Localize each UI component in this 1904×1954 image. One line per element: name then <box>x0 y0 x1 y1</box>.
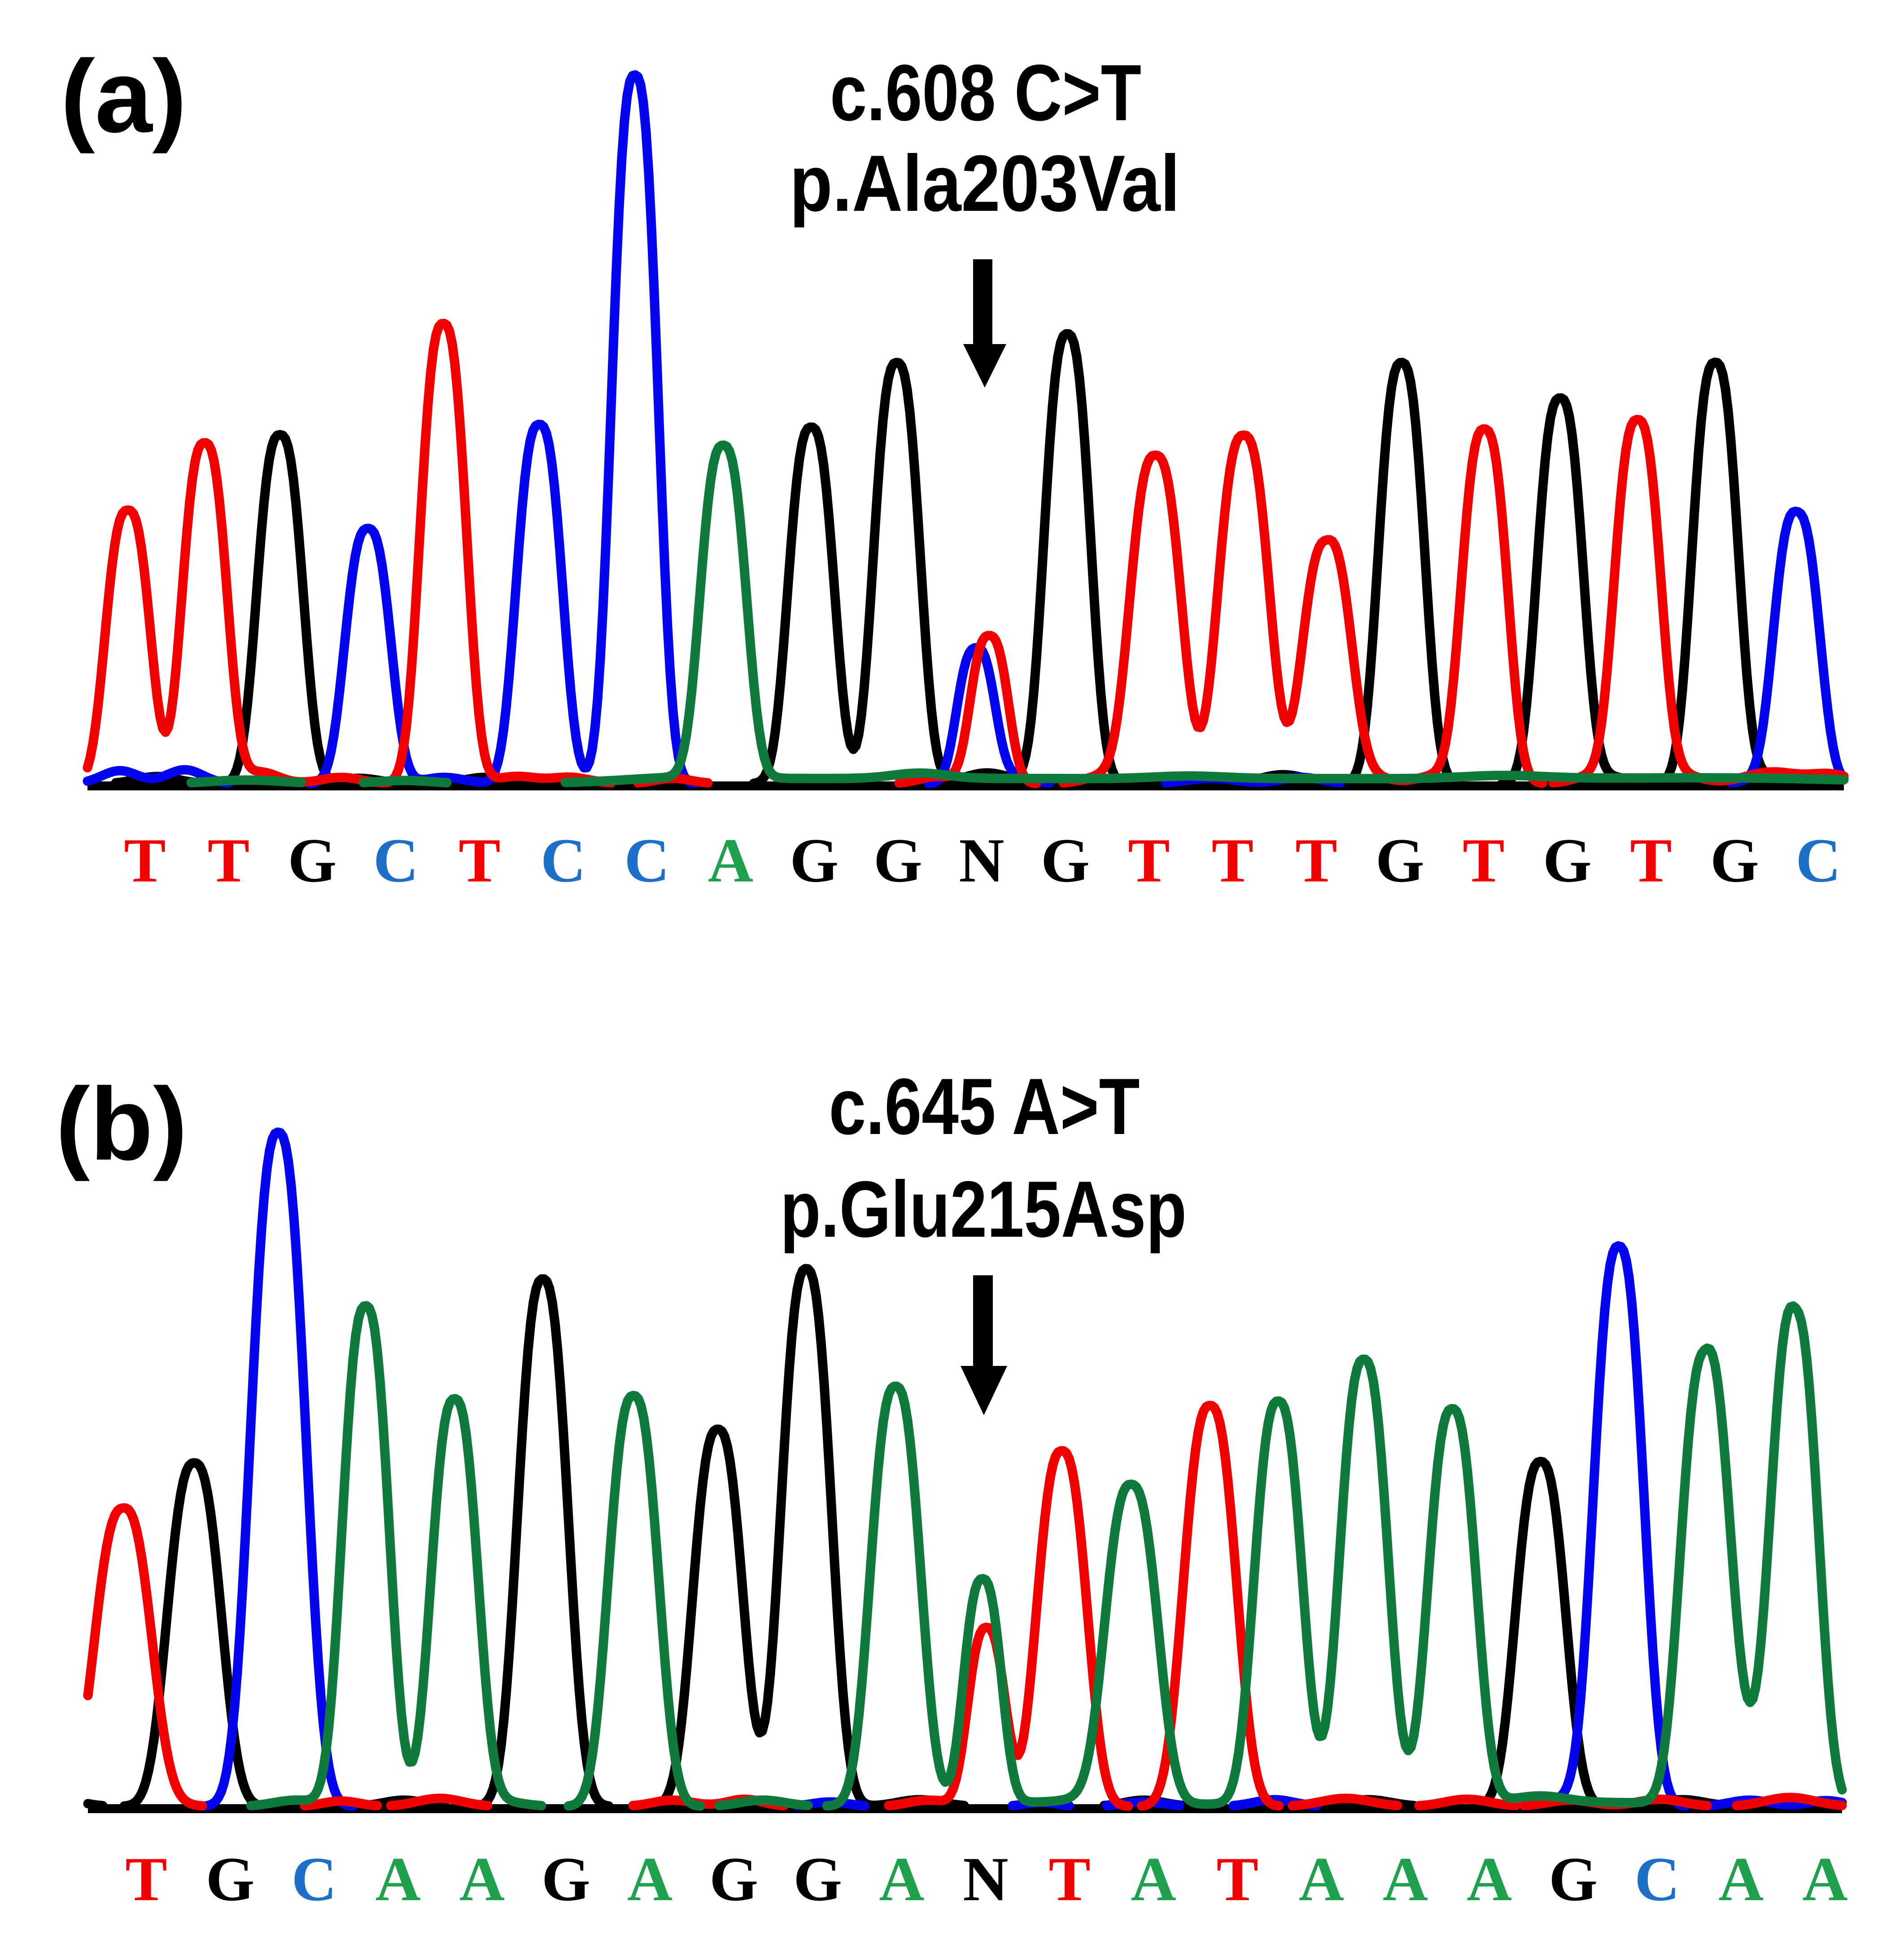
svg-text:A: A <box>627 1845 673 1914</box>
svg-text:G: G <box>1549 1845 1598 1914</box>
svg-text:T: T <box>459 826 500 895</box>
svg-text:C: C <box>624 826 669 895</box>
svg-text:(b): (b) <box>56 1066 188 1182</box>
svg-text:C: C <box>292 1845 337 1914</box>
svg-text:C: C <box>541 826 586 895</box>
svg-text:A: A <box>1467 1845 1512 1914</box>
svg-text:A: A <box>708 826 753 895</box>
svg-text:A: A <box>459 1845 505 1914</box>
svg-text:T: T <box>124 826 166 895</box>
svg-text:(a): (a) <box>61 39 187 154</box>
svg-text:G: G <box>873 826 922 895</box>
svg-text:T: T <box>125 1845 167 1914</box>
svg-text:C: C <box>1795 826 1841 895</box>
svg-text:p.Ala203Val: p.Ala203Val <box>790 139 1180 228</box>
svg-text:c.608 C>T: c.608 C>T <box>830 48 1141 137</box>
svg-text:p.Glu215Asp: p.Glu215Asp <box>780 1165 1187 1254</box>
svg-text:C: C <box>1634 1845 1680 1914</box>
svg-text:A: A <box>1299 1845 1344 1914</box>
svg-text:A: A <box>1131 1845 1176 1914</box>
svg-text:T: T <box>1212 826 1253 895</box>
svg-text:G: G <box>288 826 337 895</box>
svg-text:T: T <box>1295 826 1337 895</box>
svg-text:A: A <box>1383 1845 1428 1914</box>
svg-text:N: N <box>959 826 1004 895</box>
svg-text:N: N <box>963 1845 1008 1914</box>
svg-text:G: G <box>1543 826 1592 895</box>
svg-text:T: T <box>1217 1845 1258 1914</box>
svg-text:T: T <box>208 826 249 895</box>
svg-text:G: G <box>709 1845 758 1914</box>
svg-text:T: T <box>1048 1845 1090 1914</box>
svg-text:T: T <box>1463 826 1504 895</box>
svg-text:T: T <box>1128 826 1170 895</box>
svg-text:G: G <box>542 1845 590 1914</box>
svg-text:G: G <box>206 1845 255 1914</box>
svg-text:T: T <box>1630 826 1672 895</box>
svg-text:G: G <box>793 1845 842 1914</box>
svg-text:G: G <box>1376 826 1424 895</box>
svg-text:A: A <box>1802 1845 1847 1914</box>
svg-text:C: C <box>373 826 419 895</box>
svg-text:G: G <box>1041 826 1090 895</box>
svg-text:A: A <box>879 1845 924 1914</box>
svg-text:G: G <box>790 826 839 895</box>
svg-text:A: A <box>376 1845 421 1914</box>
svg-text:G: G <box>1710 826 1759 895</box>
svg-text:c.645 A>T: c.645 A>T <box>829 1062 1140 1151</box>
svg-text:A: A <box>1718 1845 1764 1914</box>
